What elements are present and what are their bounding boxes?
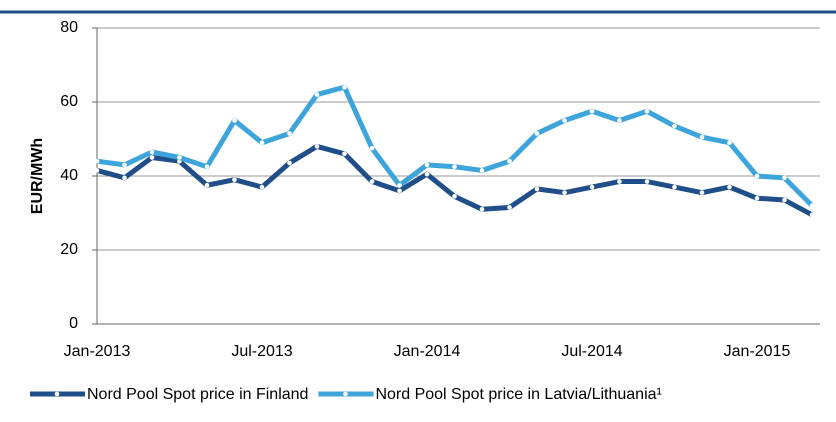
y-tick-label: 60 [60, 93, 78, 110]
x-tick-label: Jan-2014 [394, 343, 461, 360]
y-tick-label: 80 [60, 19, 78, 36]
point [534, 186, 540, 192]
point [232, 118, 237, 123]
legend-label: Nord Pool Spot price in Finland [87, 386, 308, 403]
point [644, 179, 650, 184]
point [479, 207, 485, 212]
point [699, 134, 705, 140]
point [259, 140, 265, 145]
x-tick-label: Jul-2013 [231, 343, 292, 360]
point [727, 140, 732, 145]
point [589, 184, 595, 190]
point [122, 162, 127, 168]
point [122, 175, 127, 181]
point [424, 162, 430, 168]
point [287, 131, 292, 136]
point [782, 197, 787, 203]
point [314, 92, 320, 97]
point [287, 160, 292, 166]
point [727, 184, 732, 190]
point [149, 155, 155, 160]
point [342, 84, 347, 90]
point [369, 145, 375, 151]
x-tick-label: Jan-2013 [64, 343, 131, 360]
legend-label: Nord Pool Spot price in Latvia/Lithuania… [375, 386, 661, 403]
point [452, 194, 457, 199]
x-tick-label: Jan-2015 [724, 343, 791, 360]
point [672, 123, 677, 129]
point [94, 158, 100, 164]
point [177, 155, 182, 160]
point [617, 179, 622, 184]
y-axis-label: EUR/MWh [29, 138, 46, 214]
point [562, 190, 567, 195]
point [754, 173, 760, 179]
series-line [96, 84, 814, 208]
point [562, 118, 567, 123]
point [232, 177, 237, 182]
point [589, 108, 595, 114]
point [314, 144, 320, 149]
point [259, 184, 265, 190]
point [617, 118, 622, 123]
point [424, 171, 430, 177]
legend-dot [343, 391, 348, 397]
point [479, 168, 485, 173]
y-tick-label: 0 [69, 315, 78, 332]
point [94, 168, 100, 173]
point [397, 182, 402, 188]
point [809, 212, 815, 218]
point [507, 205, 512, 210]
x-tick-label: Jul-2014 [561, 343, 622, 360]
y-tick-label: 40 [60, 167, 78, 184]
point [342, 151, 347, 157]
point [204, 182, 210, 188]
point [534, 131, 540, 136]
point [507, 158, 512, 164]
y-tick-label: 20 [60, 241, 78, 258]
point [644, 108, 650, 114]
point [204, 164, 210, 170]
point [452, 164, 457, 170]
point [149, 149, 155, 155]
point [809, 203, 815, 208]
series-line [96, 143, 814, 218]
legend-dot [54, 391, 60, 397]
point [369, 179, 375, 184]
point [397, 188, 402, 194]
point [672, 184, 677, 190]
point [699, 190, 705, 195]
point [754, 195, 760, 201]
point [782, 175, 787, 181]
